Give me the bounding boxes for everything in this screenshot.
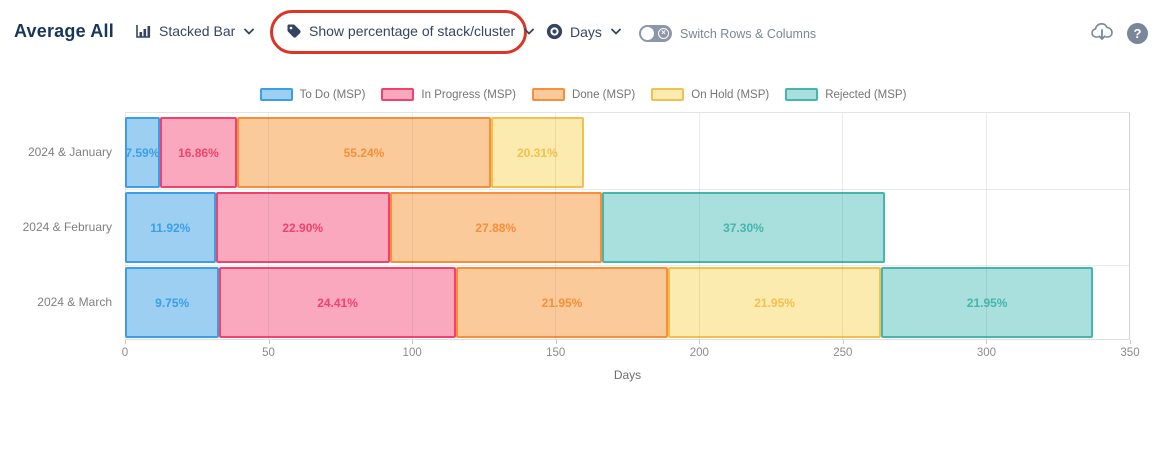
bar-segment[interactable]: 22.90% — [215, 192, 390, 263]
bar-segment[interactable]: 9.75% — [125, 267, 220, 338]
bar-segment[interactable]: 21.95% — [668, 267, 881, 338]
category-label: 2024 & January — [27, 144, 112, 159]
unit-dropdown-label: Days — [570, 23, 602, 40]
help-icon[interactable]: ? — [1127, 23, 1148, 44]
legend-label: On Hold (MSP) — [691, 88, 770, 101]
tick-label: 0 — [121, 347, 129, 359]
bar-segment[interactable]: 21.95% — [455, 267, 669, 338]
legend-swatch — [259, 88, 293, 101]
legend-label: Done (MSP) — [571, 88, 636, 101]
tick-label: 150 — [546, 347, 566, 359]
bar-segment[interactable]: 24.41% — [219, 267, 456, 338]
legend-swatch — [531, 88, 565, 101]
chart-legend: To Do (MSP) In Progress (MSP) Done (MSP) On… — [0, 88, 1166, 101]
row-separator — [125, 189, 1129, 190]
legend-label: To Do (MSP) — [299, 88, 366, 101]
chart-type-dropdown[interactable]: Stacked Bar — [135, 23, 255, 39]
tick-label: 300 — [976, 347, 997, 359]
bar-row: 11.92% 22.90% 27.88% 37.30% — [125, 192, 1129, 263]
percentage-dropdown-label: Show percentage of stack/cluster — [309, 23, 516, 39]
bar-segment-label: 27.88% — [475, 220, 517, 235]
tag-icon — [286, 23, 302, 39]
tick-label: 50 — [262, 347, 275, 359]
legend-item[interactable]: Done (MSP) — [531, 88, 636, 101]
row-separator — [125, 265, 1129, 266]
bar-segment[interactable]: 11.92% — [125, 192, 216, 263]
chart-type-label: Stacked Bar — [159, 23, 236, 39]
legend-item[interactable]: In Progress (MSP) — [381, 88, 516, 101]
chevron-down-icon — [524, 28, 535, 35]
chevron-down-icon — [611, 28, 621, 35]
bar-segment-label: 21.95% — [541, 295, 583, 310]
tick-mark — [268, 340, 270, 344]
legend-label: In Progress (MSP) — [421, 88, 516, 101]
legend-item[interactable]: To Do (MSP) — [259, 88, 366, 101]
unit-dropdown[interactable]: Days — [546, 23, 621, 40]
toggle-knob — [641, 27, 654, 40]
bar-segment[interactable]: 16.86% — [159, 117, 238, 188]
bar-segment-label: 21.95% — [966, 295, 1008, 310]
tick-label: 250 — [833, 347, 853, 359]
tick-mark — [555, 340, 557, 344]
bar-segment-label: 37.30% — [723, 220, 764, 235]
bar-segment-label: 9.75% — [155, 295, 190, 310]
bar-segment-label: 55.24% — [343, 145, 385, 160]
bar-segment-label: 20.31% — [516, 145, 558, 160]
tick-label: 100 — [402, 347, 422, 359]
target-icon — [546, 23, 563, 40]
bar-segment[interactable]: 37.30% — [601, 192, 886, 263]
chevron-down-icon — [244, 28, 255, 35]
legend-item[interactable]: Rejected (MSP) — [785, 88, 906, 101]
category-label: 2024 & March — [37, 294, 112, 309]
bar-segment[interactable]: 27.88% — [389, 192, 602, 263]
bar-segment[interactable]: 20.31% — [490, 117, 584, 188]
x-axis: 0 50 100 150 200 250 300 350 — [121, 340, 1140, 370]
bar-row: 9.75% 24.41% 21.95% 21.95% 21.95% — [125, 267, 1129, 338]
toolbar: Average All Stacked Bar — [0, 0, 1166, 64]
gridline — [1129, 113, 1130, 339]
tick-mark — [699, 340, 701, 344]
page-title: Average All — [14, 21, 114, 41]
bar-segment-label: 22.90% — [282, 220, 324, 235]
bar-chart-icon — [135, 24, 152, 39]
bar-segment-label: 24.41% — [317, 295, 358, 310]
tick-label: 200 — [689, 347, 709, 359]
tick-mark — [842, 340, 844, 344]
tick-mark — [1130, 340, 1131, 344]
switch-rows-columns-label: Switch Rows & Columns — [680, 26, 817, 41]
legend-item[interactable]: On Hold (MSP) — [651, 88, 769, 101]
y-axis-labels: 2024 & January 2024 & February 2024 & Marc… — [0, 112, 118, 340]
legend-swatch — [785, 88, 819, 101]
legend-swatch — [651, 88, 685, 101]
bar-segment-label: 16.86% — [178, 145, 219, 160]
switch-rows-columns-toggle[interactable]: × Switch Rows & Columns — [639, 25, 816, 42]
toolbar-right-icons: ? — [1090, 20, 1148, 47]
legend-swatch — [381, 88, 415, 101]
legend-label: Rejected (MSP) — [825, 88, 907, 101]
cloud-download-icon[interactable] — [1090, 20, 1115, 47]
bar-segment-label: 11.92% — [150, 220, 191, 235]
bar-segment[interactable]: 7.59% — [125, 117, 160, 188]
bar-segment-label: 21.95% — [754, 295, 795, 310]
tick-mark — [125, 340, 126, 344]
x-axis-title: Days — [613, 368, 642, 382]
toggle-x-icon: × — [658, 28, 669, 39]
toggle-off-icon[interactable]: × — [639, 25, 672, 42]
bar-segment-label: 7.59% — [125, 145, 160, 160]
tick-mark — [986, 340, 988, 344]
percentage-dropdown[interactable]: Show percentage of stack/cluster — [286, 23, 535, 39]
bar-segment[interactable]: 21.95% — [880, 267, 1094, 338]
bar-segment[interactable]: 55.24% — [237, 117, 491, 188]
tick-mark — [412, 340, 414, 344]
plot-area: 7.59% 16.86% 55.24% 20.31% 11.92% 22.90% 27.88… — [125, 112, 1130, 340]
tick-label: 350 — [1120, 347, 1140, 359]
category-label: 2024 & February — [22, 219, 112, 234]
bar-row: 7.59% 16.86% 55.24% 20.31% — [125, 117, 1129, 188]
